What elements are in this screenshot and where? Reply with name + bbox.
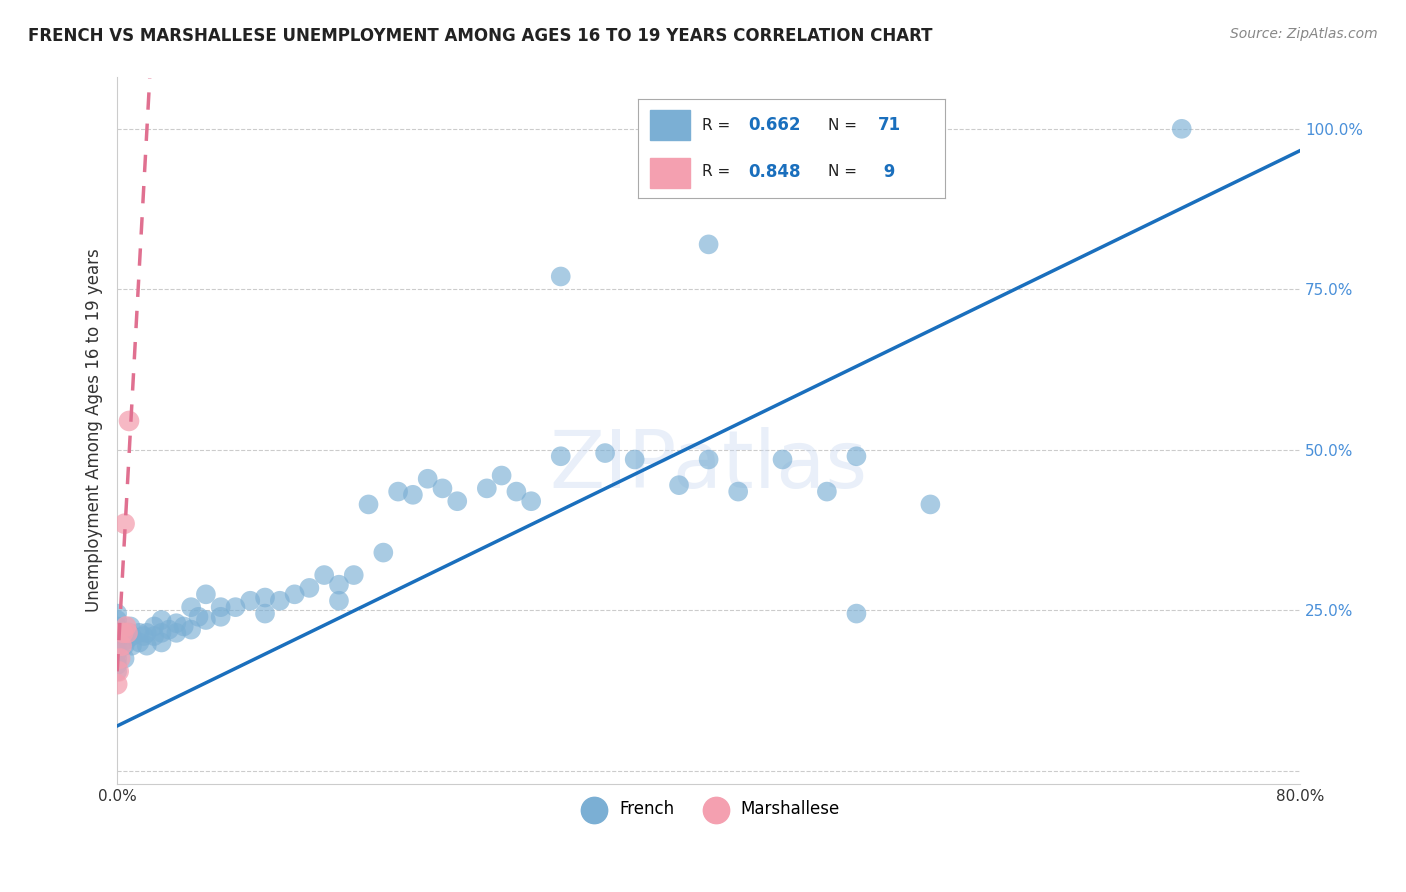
Point	[668, 478, 690, 492]
Point	[107, 665, 129, 679]
Point	[1170, 121, 1192, 136]
Point	[550, 269, 572, 284]
Point	[105, 639, 128, 653]
Point	[727, 484, 749, 499]
Point	[254, 607, 277, 621]
Point	[115, 619, 138, 633]
Point	[328, 593, 350, 607]
Point	[165, 616, 187, 631]
Point	[194, 587, 217, 601]
Point	[416, 472, 439, 486]
Point	[132, 629, 155, 643]
Point	[520, 494, 543, 508]
Point	[143, 619, 166, 633]
Point	[845, 450, 868, 464]
Point	[117, 632, 139, 647]
Point	[224, 600, 246, 615]
Point	[697, 237, 720, 252]
Point	[505, 484, 527, 499]
Point	[118, 625, 141, 640]
Point	[120, 619, 142, 633]
Point	[105, 657, 128, 672]
Point	[173, 619, 195, 633]
Point	[209, 600, 232, 615]
Text: Source: ZipAtlas.com: Source: ZipAtlas.com	[1230, 27, 1378, 41]
Point	[105, 632, 128, 647]
Point	[105, 613, 128, 627]
Point	[150, 635, 173, 649]
Point	[550, 450, 572, 464]
Point	[150, 613, 173, 627]
Point	[135, 639, 157, 653]
Point	[772, 452, 794, 467]
Point	[446, 494, 468, 508]
Point	[105, 665, 128, 679]
Point	[284, 587, 307, 601]
Text: ZIPatlas: ZIPatlas	[550, 427, 868, 505]
Point	[343, 568, 366, 582]
Y-axis label: Unemployment Among Ages 16 to 19 years: Unemployment Among Ages 16 to 19 years	[86, 249, 103, 613]
Point	[697, 452, 720, 467]
Point	[357, 498, 380, 512]
Point	[117, 625, 139, 640]
Point	[845, 607, 868, 621]
Point	[111, 639, 134, 653]
Point	[180, 600, 202, 615]
Point	[314, 568, 336, 582]
Point	[432, 482, 454, 496]
Point	[114, 639, 136, 653]
Point	[475, 482, 498, 496]
Point	[105, 625, 128, 640]
Point	[114, 516, 136, 531]
Point	[128, 635, 150, 649]
Point	[328, 577, 350, 591]
Point	[920, 498, 942, 512]
Point	[118, 414, 141, 428]
Point	[815, 484, 838, 499]
Point	[623, 452, 645, 467]
Point	[254, 591, 277, 605]
Point	[108, 651, 131, 665]
Point	[105, 677, 128, 691]
Point	[150, 625, 173, 640]
Point	[593, 446, 616, 460]
Point	[269, 593, 291, 607]
Point	[105, 651, 128, 665]
Point	[112, 625, 135, 640]
Point	[373, 545, 395, 559]
Point	[298, 581, 321, 595]
Point	[402, 488, 425, 502]
Point	[105, 607, 128, 621]
Point	[121, 639, 143, 653]
Point	[157, 623, 180, 637]
Point	[105, 645, 128, 659]
Point	[121, 629, 143, 643]
Text: FRENCH VS MARSHALLESE UNEMPLOYMENT AMONG AGES 16 TO 19 YEARS CORRELATION CHART: FRENCH VS MARSHALLESE UNEMPLOYMENT AMONG…	[28, 27, 932, 45]
Point	[387, 484, 409, 499]
Point	[128, 625, 150, 640]
Point	[180, 623, 202, 637]
Point	[105, 619, 128, 633]
Point	[143, 629, 166, 643]
Point	[491, 468, 513, 483]
Point	[209, 609, 232, 624]
Point	[239, 593, 262, 607]
Point	[165, 625, 187, 640]
Point	[194, 613, 217, 627]
Legend: French, Marshallese: French, Marshallese	[571, 794, 846, 825]
Point	[135, 625, 157, 640]
Point	[187, 609, 209, 624]
Point	[114, 651, 136, 665]
